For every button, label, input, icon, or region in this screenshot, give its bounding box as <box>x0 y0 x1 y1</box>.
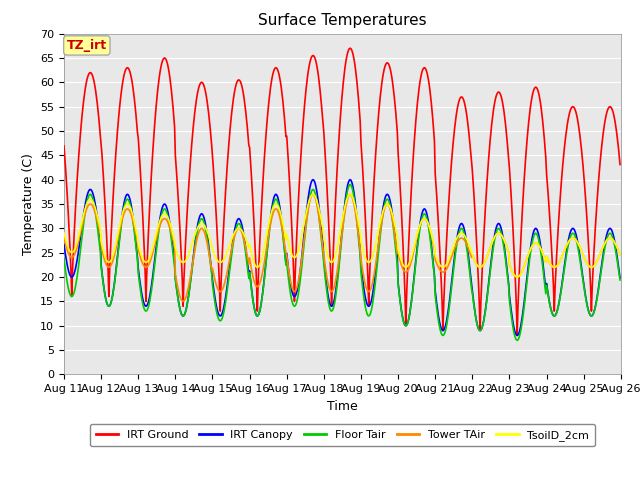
Title: Surface Temperatures: Surface Temperatures <box>258 13 427 28</box>
Text: TZ_irt: TZ_irt <box>67 39 107 52</box>
Y-axis label: Temperature (C): Temperature (C) <box>22 153 35 255</box>
X-axis label: Time: Time <box>327 400 358 413</box>
Legend: IRT Ground, IRT Canopy, Floor Tair, Tower TAir, TsoilD_2cm: IRT Ground, IRT Canopy, Floor Tair, Towe… <box>90 424 595 446</box>
